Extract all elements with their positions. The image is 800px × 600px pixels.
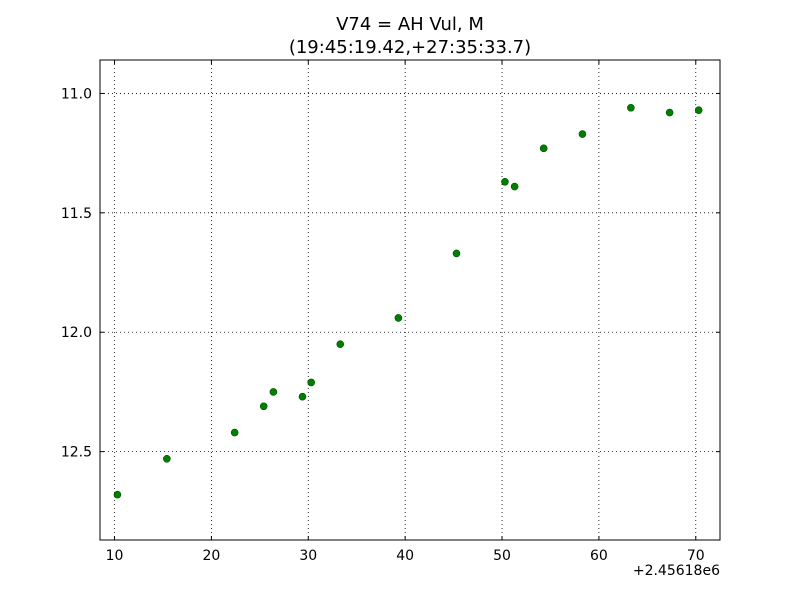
y-tick-label: 11.5 (61, 206, 92, 222)
data-point (113, 490, 122, 499)
data-point (501, 177, 509, 186)
data-point (336, 340, 345, 348)
grid-lines (100, 60, 720, 540)
data-point (163, 455, 171, 463)
chart-subtitle: (19:45:19.42,+27:35:33.7) (289, 37, 531, 58)
data-point (452, 249, 461, 258)
x-tick-label: 60 (590, 548, 608, 564)
x-tick-label: 70 (687, 548, 705, 564)
data-point (230, 428, 239, 437)
data-point (539, 144, 548, 153)
data-point (259, 402, 268, 411)
data-point (394, 314, 403, 322)
y-tick-label: 11.0 (61, 86, 92, 102)
axis-ticks: 10 20 30 40 50 60 70 11.0 11.5 12.0 12.5 (61, 60, 720, 564)
x-tick-label: 10 (106, 548, 124, 564)
data-point (627, 103, 635, 112)
data-point (694, 106, 703, 114)
data-point (298, 392, 307, 401)
x-tick-label: 40 (396, 548, 414, 564)
chart-title: V74 = AH Vul, M (336, 14, 484, 35)
y-tick-label: 12.0 (61, 325, 92, 341)
x-tick-label: 30 (299, 548, 317, 564)
x-tick-label: 20 (202, 548, 220, 564)
x-axis-offset-label: +2.45618e6 (633, 563, 720, 579)
data-point (578, 130, 587, 138)
plot-frame (99, 59, 721, 541)
data-point (269, 388, 278, 396)
x-tick-label: 50 (493, 548, 511, 564)
y-tick-label: 12.5 (61, 445, 92, 461)
data-points (113, 103, 703, 499)
data-point (665, 108, 674, 117)
data-point (307, 378, 315, 387)
data-point (510, 182, 519, 191)
